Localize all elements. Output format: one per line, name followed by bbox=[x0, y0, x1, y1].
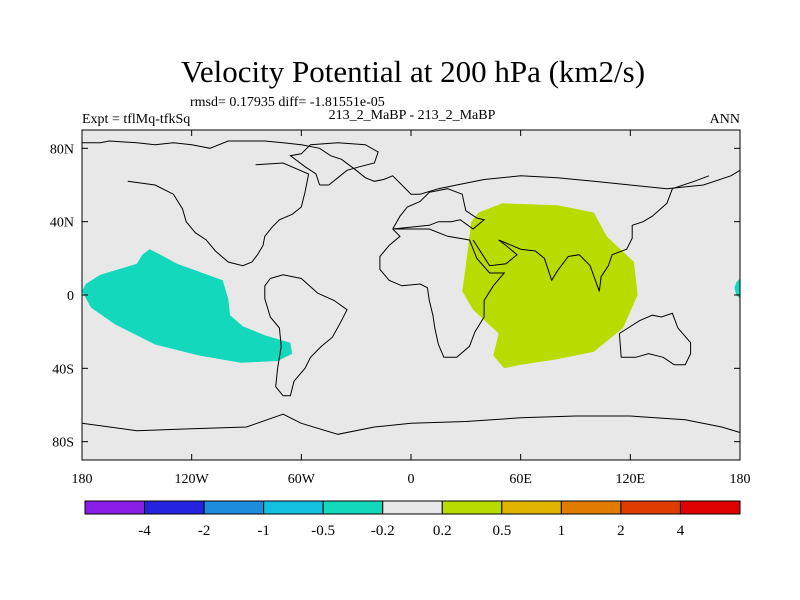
colorbar-level-label: -4 bbox=[138, 523, 151, 539]
coastline-segment-7 bbox=[81, 413, 741, 435]
coastline-segment-5 bbox=[472, 175, 710, 292]
season-label: ANN bbox=[710, 112, 740, 127]
coastline-segment-6 bbox=[618, 312, 692, 366]
y-tick-label: 40N bbox=[50, 216, 74, 231]
colorbar-box bbox=[322, 500, 384, 515]
y-tick-label: 80N bbox=[50, 142, 74, 157]
colorbar-box bbox=[620, 500, 681, 515]
x-tick-label: 120W bbox=[175, 472, 210, 487]
colorbar-box bbox=[560, 500, 622, 515]
coastline-segment-8 bbox=[289, 142, 379, 186]
colorbar-level-label: 0.5 bbox=[492, 523, 511, 539]
colorbar-level-label: -1 bbox=[257, 523, 270, 539]
x-tick-label: 180 bbox=[72, 472, 93, 487]
coastline-segment-4 bbox=[392, 188, 486, 230]
colorbar-level-label: 1 bbox=[558, 523, 566, 539]
colorbar-box bbox=[382, 500, 443, 515]
coastline-segment-0 bbox=[82, 140, 741, 195]
stats-label: rmsd= 0.17935 diff= -1.81551e-05 bbox=[190, 95, 385, 110]
coastlines bbox=[81, 140, 741, 435]
colorbar-level-label: 4 bbox=[677, 523, 685, 539]
x-tick-label: 60W bbox=[288, 472, 316, 487]
colorbar: -4 -2 -1 -0.5 -0.2 0.2 0.5 1 2 4 bbox=[84, 500, 741, 539]
colorbar-level-label: -2 bbox=[198, 523, 211, 539]
negative-anomaly-east-edge bbox=[734, 278, 740, 299]
colorbar-box bbox=[84, 500, 146, 515]
negative-anomaly-pacific bbox=[82, 249, 293, 363]
colorbar-level-label: 0.2 bbox=[433, 523, 452, 539]
x-tick-label: 0 bbox=[408, 472, 415, 487]
map-axes: 180 120W 60W 0 60E 120E 180 80N 40N 0 40S 80S bbox=[50, 130, 751, 487]
positive-anomaly-indian-ocean bbox=[462, 203, 638, 369]
case-label: 213_2_MaBP - 213_2_MaBP bbox=[329, 108, 496, 123]
coastline-segment-2 bbox=[264, 274, 348, 397]
y-tick-label: 0 bbox=[67, 289, 74, 304]
colorbar-level-label: -0.2 bbox=[371, 523, 395, 539]
colorbar-box bbox=[441, 500, 503, 515]
colorbar-level-label: 2 bbox=[617, 523, 625, 539]
colorbar-level-label: -0.5 bbox=[311, 523, 335, 539]
colorbar-box bbox=[263, 500, 324, 515]
colorbar-box bbox=[203, 500, 265, 515]
x-tick-label: 120E bbox=[616, 472, 646, 487]
colorbar-box bbox=[144, 500, 205, 515]
coastline-segment-1 bbox=[127, 162, 310, 267]
y-tick-label: 40S bbox=[52, 362, 74, 377]
colorbar-box bbox=[501, 500, 562, 515]
anomaly-regions bbox=[82, 203, 740, 369]
experiment-label: Expt = tflMq-tfkSq bbox=[82, 112, 190, 127]
colorbar-box bbox=[679, 500, 741, 515]
x-tick-label: 60E bbox=[509, 472, 532, 487]
coastline-segment-3 bbox=[379, 228, 506, 358]
chart-title: Velocity Potential at 200 hPa (km2/s) bbox=[181, 54, 645, 89]
y-tick-label: 80S bbox=[52, 436, 74, 451]
x-tick-label: 180 bbox=[730, 472, 751, 487]
